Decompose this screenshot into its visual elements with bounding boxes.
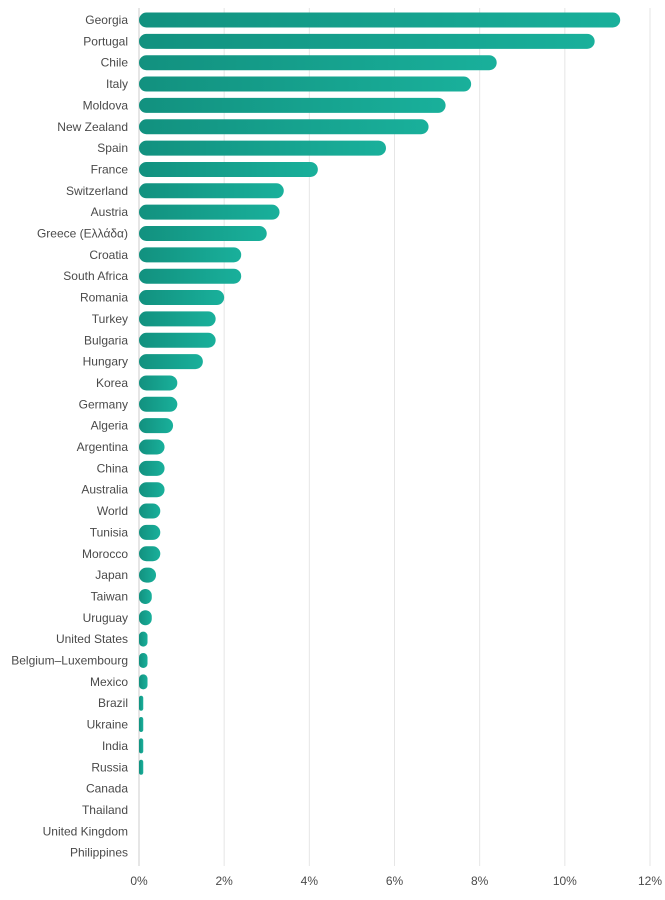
gridlines bbox=[138, 8, 651, 866]
category-label: United Kingdom bbox=[43, 824, 128, 838]
bar[interactable] bbox=[139, 311, 216, 327]
category-label: China bbox=[97, 461, 129, 475]
bar[interactable] bbox=[139, 204, 280, 220]
category-label: Algeria bbox=[91, 419, 129, 433]
bar[interactable] bbox=[139, 674, 148, 690]
category-label: Mexico bbox=[90, 675, 128, 689]
bar[interactable] bbox=[139, 33, 595, 49]
x-tick-label: 6% bbox=[386, 874, 404, 888]
category-label: Portugal bbox=[83, 34, 128, 48]
bar[interactable] bbox=[139, 396, 178, 412]
bar[interactable] bbox=[139, 290, 225, 306]
bar[interactable] bbox=[139, 119, 429, 135]
category-label: Bulgaria bbox=[84, 333, 128, 347]
x-tick-label: 2% bbox=[215, 874, 233, 888]
x-tick-label: 4% bbox=[301, 874, 319, 888]
category-label: Thailand bbox=[82, 803, 128, 817]
category-label: Italy bbox=[106, 77, 128, 91]
x-axis-tick-labels: 0% 2% 4% 6% 8% 10% 12% bbox=[130, 874, 662, 888]
bar[interactable] bbox=[139, 268, 242, 284]
category-label: Belgium–Luxembourg bbox=[11, 654, 128, 668]
bar[interactable] bbox=[139, 247, 242, 263]
bar[interactable] bbox=[139, 524, 161, 540]
category-label: Germany bbox=[79, 397, 128, 411]
category-label: Australia bbox=[81, 483, 128, 497]
category-label: Uruguay bbox=[83, 611, 128, 625]
category-labels: Georgia Portugal Chile Italy Moldova New Zeal… bbox=[11, 13, 128, 860]
category-label: Brazil bbox=[98, 696, 128, 710]
bar[interactable] bbox=[139, 12, 621, 28]
category-label: Canada bbox=[86, 782, 128, 796]
x-tick-label: 12% bbox=[638, 874, 662, 888]
category-label: New Zealand bbox=[57, 120, 128, 134]
category-label: Korea bbox=[96, 376, 128, 390]
bar[interactable] bbox=[139, 375, 178, 391]
category-label: Argentina bbox=[77, 440, 129, 454]
bar[interactable] bbox=[139, 226, 267, 241]
bar[interactable] bbox=[139, 183, 284, 199]
category-label: Philippines bbox=[70, 846, 128, 860]
category-label: Hungary bbox=[83, 355, 128, 369]
category-label: Moldova bbox=[83, 98, 129, 112]
bar[interactable] bbox=[139, 97, 446, 113]
bar[interactable] bbox=[139, 567, 157, 583]
bar[interactable] bbox=[139, 695, 144, 711]
category-label: Croatia bbox=[89, 248, 128, 262]
bar[interactable] bbox=[139, 439, 165, 455]
category-label: France bbox=[91, 162, 129, 176]
category-label: Tunisia bbox=[90, 525, 129, 539]
x-tick-label: 10% bbox=[553, 874, 577, 888]
category-label: United States bbox=[56, 632, 128, 646]
bar[interactable] bbox=[139, 460, 165, 476]
bar[interactable] bbox=[139, 161, 318, 177]
x-tick-label: 8% bbox=[471, 874, 489, 888]
x-tick-label: 0% bbox=[130, 874, 148, 888]
category-label: World bbox=[97, 504, 128, 518]
bar[interactable] bbox=[139, 610, 152, 626]
category-label: Georgia bbox=[85, 13, 128, 27]
category-label: Austria bbox=[91, 205, 129, 219]
bar[interactable] bbox=[139, 588, 152, 604]
category-label: Romania bbox=[80, 291, 128, 305]
bar[interactable] bbox=[139, 76, 472, 92]
category-label: Ukraine bbox=[87, 718, 129, 732]
bar[interactable] bbox=[139, 759, 144, 775]
category-label: Turkey bbox=[92, 312, 128, 326]
category-label: India bbox=[102, 739, 128, 753]
bar[interactable] bbox=[139, 631, 148, 647]
category-label: Taiwan bbox=[91, 589, 128, 603]
bar[interactable] bbox=[139, 140, 386, 156]
bar[interactable] bbox=[139, 503, 161, 519]
bars bbox=[139, 12, 621, 775]
bar[interactable] bbox=[139, 332, 216, 348]
bar[interactable] bbox=[139, 546, 161, 562]
category-label: Switzerland bbox=[66, 184, 128, 198]
bar[interactable] bbox=[139, 738, 144, 754]
category-label: Greece (Ελλάδα) bbox=[37, 227, 128, 241]
bar[interactable] bbox=[139, 418, 174, 434]
category-label: Russia bbox=[91, 760, 128, 774]
bar[interactable] bbox=[139, 55, 497, 71]
category-label: Spain bbox=[97, 141, 128, 155]
category-label: South Africa bbox=[63, 269, 128, 283]
bar[interactable] bbox=[139, 482, 165, 498]
bar[interactable] bbox=[139, 354, 203, 370]
category-label: Japan bbox=[95, 568, 128, 582]
category-label: Morocco bbox=[82, 547, 128, 561]
bar[interactable] bbox=[139, 653, 148, 668]
bar[interactable] bbox=[139, 717, 144, 733]
category-label: Chile bbox=[101, 56, 129, 70]
